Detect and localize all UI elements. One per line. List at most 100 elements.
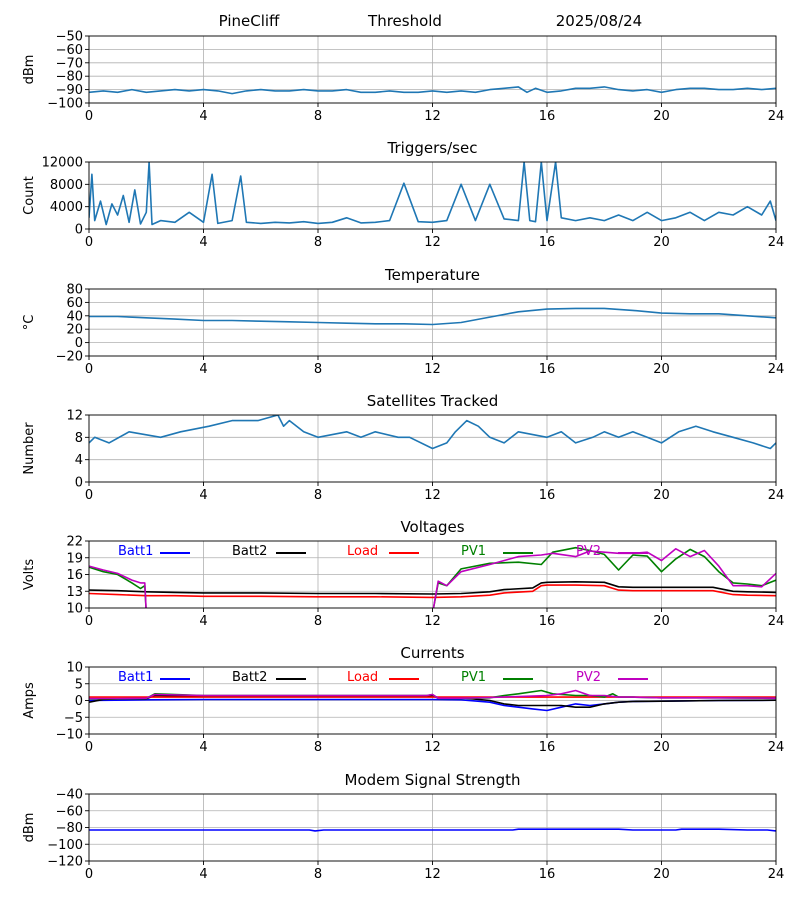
x-tick-label: 12 <box>424 614 441 629</box>
y-tick-label: 40 <box>66 309 83 324</box>
x-tick-label: 4 <box>199 614 207 629</box>
y-axis-label: Count <box>22 176 37 215</box>
legend-label-pv1: PV1 <box>461 544 486 559</box>
chart-title: Triggers/sec <box>387 139 478 157</box>
legend-label-batt2: Batt2 <box>232 544 267 559</box>
series-line-0 <box>89 86 776 95</box>
x-tick-label: 16 <box>539 235 556 250</box>
y-tick-label: 19 <box>66 551 83 566</box>
series-line-pv2 <box>89 547 776 608</box>
x-tick-label: 12 <box>424 235 441 250</box>
y-tick-label: 4 <box>75 453 83 468</box>
x-tick-label: 0 <box>85 488 93 503</box>
y-tick-label: −10 <box>56 728 83 743</box>
x-tick-label: 4 <box>199 740 207 755</box>
x-tick-label: 12 <box>424 740 441 755</box>
chart-title: Currents <box>400 644 464 662</box>
x-tick-label: 16 <box>539 614 556 629</box>
y-tick-label: 10 <box>66 661 83 676</box>
chart-panel-0: 0 4 8 12 16 20 24 −100−90−80−70−60−50 dBm <box>22 30 784 125</box>
legend-label-batt2: Batt2 <box>232 670 267 685</box>
legend-label-batt1: Batt1 <box>118 544 153 559</box>
y-tick-label: 12 <box>66 409 83 424</box>
x-tick-label: 16 <box>539 740 556 755</box>
header-date: 2025/08/24 <box>556 12 642 30</box>
series-line-0 <box>89 828 776 832</box>
y-tick-label: −120 <box>47 855 83 870</box>
series-line-0 <box>89 162 776 226</box>
series-line-0 <box>89 415 776 450</box>
x-tick-label: 20 <box>653 867 670 882</box>
x-tick-label: 20 <box>653 362 670 377</box>
chart-title: Modem Signal Strength <box>345 771 521 789</box>
x-tick-label: 0 <box>85 614 93 629</box>
x-tick-label: 8 <box>314 867 322 882</box>
y-tick-label: 10 <box>66 602 83 617</box>
x-tick-label: 4 <box>199 867 207 882</box>
x-tick-label: 20 <box>653 614 670 629</box>
x-tick-label: 16 <box>539 362 556 377</box>
y-tick-label: 12000 <box>42 156 83 171</box>
legend-label-batt1: Batt1 <box>118 670 153 685</box>
chart-title: Temperature <box>384 266 480 284</box>
x-tick-label: 8 <box>314 488 322 503</box>
legend-label-pv1: PV1 <box>461 670 486 685</box>
y-tick-label: −90 <box>56 83 83 98</box>
x-tick-label: 24 <box>768 614 785 629</box>
y-tick-label: 0 <box>75 694 83 709</box>
x-tick-label: 0 <box>85 109 93 124</box>
y-tick-label: 4000 <box>50 200 83 215</box>
y-tick-label: 20 <box>66 323 83 338</box>
x-tick-label: 24 <box>768 488 785 503</box>
x-tick-label: 8 <box>314 362 322 377</box>
header-station: PineCliff <box>219 12 280 30</box>
y-tick-label: −80 <box>56 70 83 85</box>
chart-panel-6: 0 4 8 12 16 20 24 −120 −100 −80 −60−40 Modem Signal… <box>22 771 784 882</box>
x-tick-label: 16 <box>539 109 556 124</box>
x-tick-label: 0 <box>85 362 93 377</box>
x-tick-label: 4 <box>199 109 207 124</box>
y-tick-label: 80 <box>66 283 83 298</box>
x-tick-label: 8 <box>314 109 322 124</box>
chart-title: Voltages <box>400 518 464 536</box>
x-tick-label: 20 <box>653 488 670 503</box>
legend-label-load: Load <box>347 544 378 559</box>
y-axis-label: °C <box>22 315 37 331</box>
y-tick-label: −80 <box>56 821 83 836</box>
chart-panel-3: 0 4 8 12 16 20 24 0 4 8 12 Satellites Tracked Number <box>22 392 784 503</box>
header-mode: Threshold <box>367 12 442 30</box>
y-tick-label: 8 <box>75 431 83 446</box>
y-tick-label: 8000 <box>50 178 83 193</box>
series-line-batt2 <box>89 580 776 595</box>
x-tick-label: 24 <box>768 109 785 124</box>
y-tick-label: −100 <box>47 97 83 112</box>
x-tick-label: 8 <box>314 740 322 755</box>
y-tick-label: 16 <box>66 568 83 583</box>
x-tick-label: 0 <box>85 740 93 755</box>
x-tick-label: 4 <box>199 362 207 377</box>
x-tick-label: 24 <box>768 740 785 755</box>
chart-panel-1: 0 4 8 12 16 20 24 0 4000 8000 12000 Triggers/sec Cou… <box>22 139 784 250</box>
series-line-pv2 <box>89 689 776 700</box>
y-tick-label: 5 <box>75 677 83 692</box>
y-tick-label: 0 <box>75 336 83 351</box>
y-tick-label: −40 <box>56 788 83 803</box>
x-tick-label: 20 <box>653 109 670 124</box>
y-axis-label: Number <box>22 422 37 475</box>
y-tick-label: −70 <box>56 56 83 71</box>
x-tick-label: 24 <box>768 235 785 250</box>
legend-label-load: Load <box>347 670 378 685</box>
x-tick-label: 4 <box>199 235 207 250</box>
x-tick-label: 20 <box>653 740 670 755</box>
y-axis-label: dBm <box>22 813 37 843</box>
y-tick-label: −60 <box>56 43 83 58</box>
series-line-pv1 <box>89 546 776 608</box>
x-tick-label: 24 <box>768 867 785 882</box>
x-tick-label: 12 <box>424 362 441 377</box>
y-tick-label: −5 <box>64 711 83 726</box>
